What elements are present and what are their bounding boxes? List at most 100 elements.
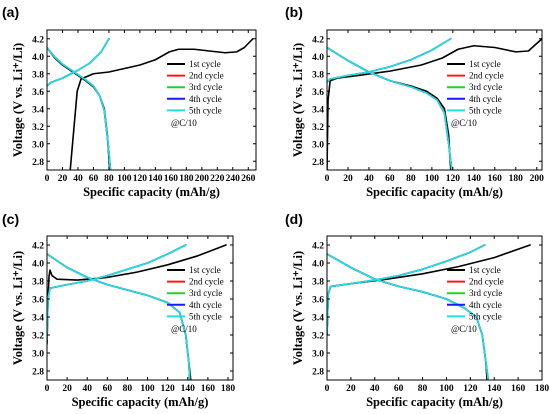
plot-area [327,39,542,170]
x-tick-label: 40 [364,174,374,184]
legend-label: 5th cycle [469,311,502,321]
y-axis-title: Voltage (V vs. Li⁺/Li) [291,43,305,157]
y-tick-label: 3.6 [312,88,324,98]
y-tick-label: 4.2 [32,35,44,45]
legend-label: 1st cycle [189,265,221,275]
legend-label: 1st cycle [469,59,501,69]
series-line-charge [47,39,109,86]
y-tick-label: 3.2 [312,123,324,133]
y-tick-label: 3.8 [32,70,44,80]
legend-label: 5th cycle [469,105,502,115]
series-line-discharge [47,48,110,171]
chart-panel: (c)0 20 40 60 80 100 120 140 160 1802.83.03.23.43… [2,211,235,409]
series-line-charge [327,245,485,335]
legend-label: 4th cycle [189,94,222,104]
y-tick-label: 3.4 [312,105,324,115]
legend-label: 3rd cycle [469,82,502,92]
y-tick-label: 3.8 [312,70,324,80]
chart-panel: (b) 0 20 40 60 80 100 120 140 160 180 200 2.8 3.0 3.2 3… [285,4,544,199]
y-tick-label: 4.0 [312,53,324,63]
series-line-charge [327,245,485,335]
x-tick-label: 0 [45,174,50,184]
x-tick-label: 120 [446,174,461,184]
x-tick-label: 180 [179,174,194,184]
plot-frame [47,30,256,170]
series-line-charge [47,245,186,340]
y-tick-label: 3.2 [32,332,44,342]
legend-label: 5th cycle [189,105,222,115]
y-tick-label: 4.0 [312,260,324,270]
y-tick-label: 3.4 [32,314,44,324]
y-tick-label: 2.8 [32,368,44,378]
rate-note: @C/10 [451,118,477,128]
x-tick-label: 60 [385,174,395,184]
y-tick-label: 2.8 [32,158,44,168]
panel-label: (b) [285,4,303,20]
x-tick-label: 140 [148,174,163,184]
series-line-discharge [327,48,452,171]
y-axis-title: Voltage (V vs. Li⁺/Li) [11,251,25,365]
rate-note: @C/10 [171,324,197,334]
x-axis-title: Specific capacity (mAh/g) [366,185,503,199]
legend-label: 2nd cycle [469,277,504,287]
x-tick-label: 0 [325,384,330,394]
rate-note: @C/10 [171,118,197,128]
x-tick-label: 180 [535,384,550,394]
legend-label: 4th cycle [469,94,502,104]
y-tick-label: 4.0 [32,260,44,270]
series-line-discharge [47,48,110,171]
series-line-charge [47,245,186,340]
plot-frame [327,236,542,380]
y-tick-label: 3.6 [32,88,44,98]
y-tick-label: 3.4 [312,314,324,324]
x-tick-label: 160 [164,174,179,184]
x-tick-label: 140 [181,384,196,394]
x-tick-label: 40 [82,384,92,394]
x-tick-label: 20 [346,384,356,394]
y-tick-label: 3.8 [32,278,44,288]
series-line-charge [327,245,485,335]
series-line-charge [47,39,109,86]
x-tick-label: 200 [195,174,210,184]
legend-label: 1st cycle [189,59,221,69]
x-tick-label: 240 [226,174,241,184]
y-axis-title: Voltage (V vs. Li⁺/Li) [11,43,25,157]
y-tick-label: 3.0 [32,350,44,360]
x-tick-label: 160 [511,384,526,394]
y-tick-label: 3.0 [312,350,324,360]
x-axis-title: Specific capacity (mAh/g) [366,395,503,409]
panel-label: (c) [2,211,19,227]
chart-panel: (d) 0 20 40 60 80 100 120 140 160 180 2.8 3.0 3.2 3.4 3… [285,211,549,409]
chart-panel: (a) 0 20 40 60 80 100 120 140 160 180 200 220 240 260 2… [2,4,256,199]
x-tick-label: 160 [201,384,216,394]
y-tick-label: 2.8 [312,158,324,168]
series-line-charge [327,39,542,170]
x-tick-label: 0 [325,174,330,184]
plot-area [47,39,253,170]
x-tick-label: 80 [123,384,133,394]
legend-label: 3rd cycle [469,288,502,298]
series-line-discharge [327,48,452,171]
x-tick-label: 80 [104,174,114,184]
x-tick-label: 100 [140,384,155,394]
x-tick-label: 20 [58,174,68,184]
series-line-discharge [47,48,110,171]
series-line-discharge [327,48,452,171]
panel-label: (a) [2,4,19,20]
x-tick-label: 100 [425,174,440,184]
y-tick-label: 3.6 [312,296,324,306]
x-tick-label: 80 [418,384,428,394]
panel-label: (d) [285,211,303,227]
series-line-discharge [327,48,451,171]
y-tick-label: 3.6 [32,296,44,306]
y-tick-label: 3.4 [32,105,44,115]
series-line-charge [47,39,109,86]
x-axis-title: Specific capacity (mAh/g) [72,395,209,409]
y-tick-label: 3.2 [32,123,44,133]
x-tick-label: 40 [370,384,380,394]
y-tick-label: 3.2 [312,332,324,342]
